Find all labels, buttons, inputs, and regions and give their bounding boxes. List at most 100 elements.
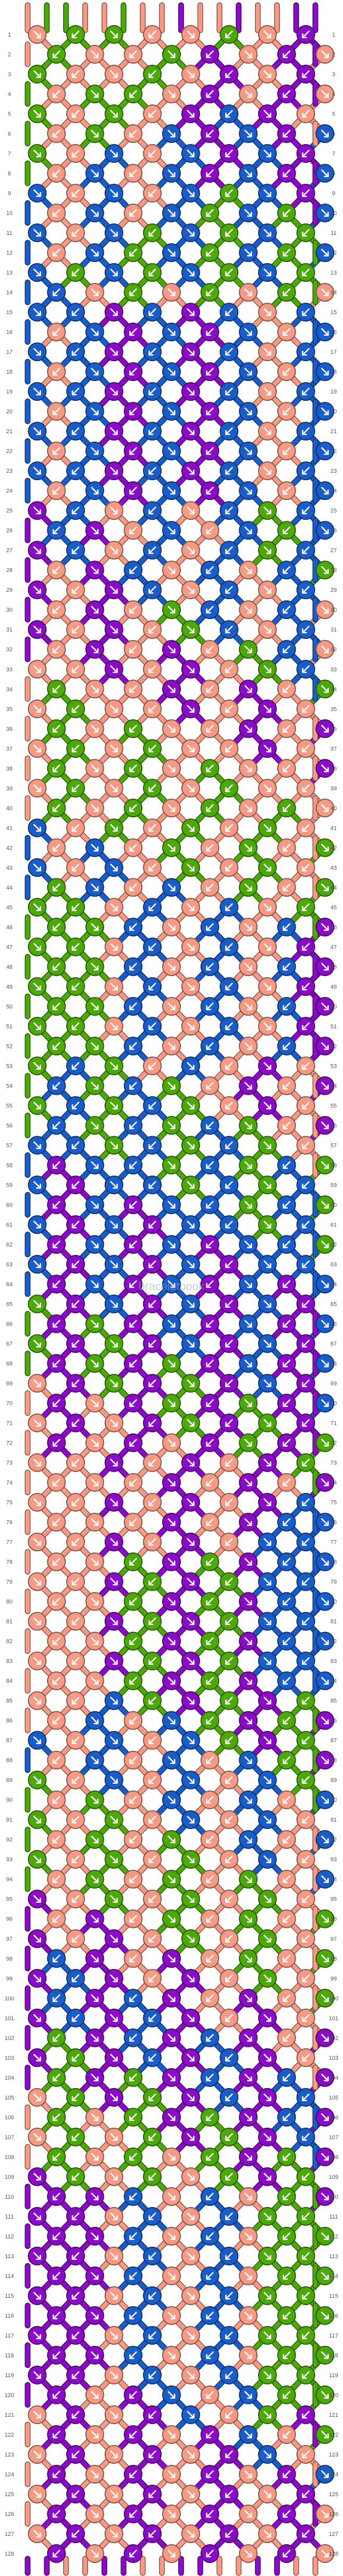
- knot-r3-7: [258, 65, 277, 84]
- knot-r24-2: [85, 481, 104, 500]
- knot-r30-3: [124, 600, 143, 619]
- knot-r48-3: [124, 957, 143, 976]
- knot-arrow-icon: [71, 70, 80, 78]
- knot-r50-4: [162, 997, 181, 1016]
- knot-r29-2: [66, 580, 85, 600]
- knot-r16-6: [239, 323, 258, 342]
- knot-r46-1: [47, 917, 66, 937]
- knot-r2-4: [162, 45, 181, 64]
- knot-r28-3: [124, 560, 143, 580]
- knot-r14-5: [200, 283, 219, 302]
- knot-r3-3: [104, 65, 124, 84]
- knot-arrow-icon: [91, 50, 99, 58]
- knot-r50-6: [239, 997, 258, 1016]
- knot-r41-6: [219, 818, 239, 838]
- knot-r45-5: [181, 898, 200, 917]
- knot-r20-7: [277, 402, 296, 421]
- knot-r10-5: [200, 204, 219, 223]
- knot-r50-5: [200, 997, 219, 1016]
- knot-r11-2: [66, 223, 85, 243]
- knot-r28-6: [239, 560, 258, 580]
- knot-r14-2: [85, 283, 104, 302]
- knot-r1-7: [258, 25, 277, 44]
- knot-r17-5: [181, 342, 200, 362]
- knot-r9-8: [296, 184, 315, 203]
- knot-r37-1: [28, 739, 47, 758]
- knot-r26-4: [162, 521, 181, 540]
- knot-r29-4: [143, 580, 162, 600]
- knot-r27-4: [143, 541, 162, 560]
- knot-r55-3: [104, 1096, 124, 1115]
- knot-r5-4: [143, 104, 162, 124]
- knot-r10-4: [162, 204, 181, 223]
- knot-r21-8: [296, 422, 315, 441]
- knot-r13-2: [66, 263, 85, 282]
- knot-r52-5: [200, 1036, 219, 1056]
- knot-r23-2: [66, 461, 85, 481]
- knot-arrow-icon: [244, 50, 252, 58]
- knot-r9-5: [181, 184, 200, 203]
- knot-r54-5: [200, 1076, 219, 1095]
- knot-r25-2: [66, 501, 85, 520]
- knot-r23-7: [258, 461, 277, 481]
- knot-r6-4: [162, 124, 181, 144]
- knot-r20-2: [85, 402, 104, 421]
- knot-arrow-icon: [283, 129, 291, 138]
- knot-r23-3: [104, 461, 124, 481]
- knot-r48-2: [85, 957, 104, 976]
- knot-r48-5: [200, 957, 219, 976]
- knot-r24-6: [239, 481, 258, 500]
- knot-arrow-icon: [52, 50, 60, 58]
- knot-arrow-icon: [206, 129, 214, 138]
- knot-r34-4: [162, 679, 181, 699]
- knot-r37-6: [219, 739, 239, 758]
- knot-r15-8: [296, 303, 315, 322]
- knot-arrow-icon: [283, 90, 291, 98]
- knot-r2-6: [239, 45, 258, 64]
- knot-r29-3: [104, 580, 124, 600]
- knot-r17-4: [143, 342, 162, 362]
- knot-r32-3: [124, 640, 143, 659]
- knot-r24-1: [47, 481, 66, 500]
- knot-r38-7: [277, 759, 296, 778]
- knot-r39-8: [296, 779, 315, 798]
- knot-r25-1: [28, 501, 47, 520]
- knot-r19-8: [296, 382, 315, 401]
- knot-r7-4: [143, 144, 162, 163]
- knot-r16-3: [124, 323, 143, 342]
- knot-arrow-icon: [33, 149, 41, 158]
- knot-r23-8: [296, 461, 315, 481]
- knot-r7-3: [104, 144, 124, 163]
- knot-r8-4: [162, 164, 181, 183]
- knot-r33-7: [258, 660, 277, 679]
- knot-r20-6: [239, 402, 258, 421]
- knot-arrow-icon: [33, 110, 41, 118]
- knot-arrow-icon: [321, 50, 329, 58]
- knot-arrow-icon: [71, 110, 80, 118]
- knot-r29-1: [28, 580, 47, 600]
- knot-r28-5: [200, 560, 219, 580]
- knot-r31-7: [258, 620, 277, 639]
- knot-r7-8: [296, 144, 315, 163]
- knot-r21-5: [181, 422, 200, 441]
- knot-r49-7: [258, 977, 277, 996]
- knot-r4-7: [277, 85, 296, 104]
- knot-r48-4: [162, 957, 181, 976]
- knot-r29-8: [296, 580, 315, 600]
- knot-r19-1: [28, 382, 47, 401]
- knot-r3-6: [219, 65, 239, 84]
- knot-r10-2: [85, 204, 104, 223]
- knot-r4-2: [85, 85, 104, 104]
- knot-arrow-icon: [167, 50, 176, 58]
- knot-r42-5: [200, 838, 219, 857]
- knot-r33-5: [181, 660, 200, 679]
- knot-r26-5: [200, 521, 219, 540]
- knot-r23-5: [181, 461, 200, 481]
- knot-r31-6: [219, 620, 239, 639]
- knot-r5-3: [104, 104, 124, 124]
- knot-r52-7: [277, 1036, 296, 1056]
- knot-r32-6: [239, 640, 258, 659]
- knot-r34-7: [277, 679, 296, 699]
- knot-arrow-icon: [225, 70, 233, 78]
- knot-r11-1: [28, 223, 47, 243]
